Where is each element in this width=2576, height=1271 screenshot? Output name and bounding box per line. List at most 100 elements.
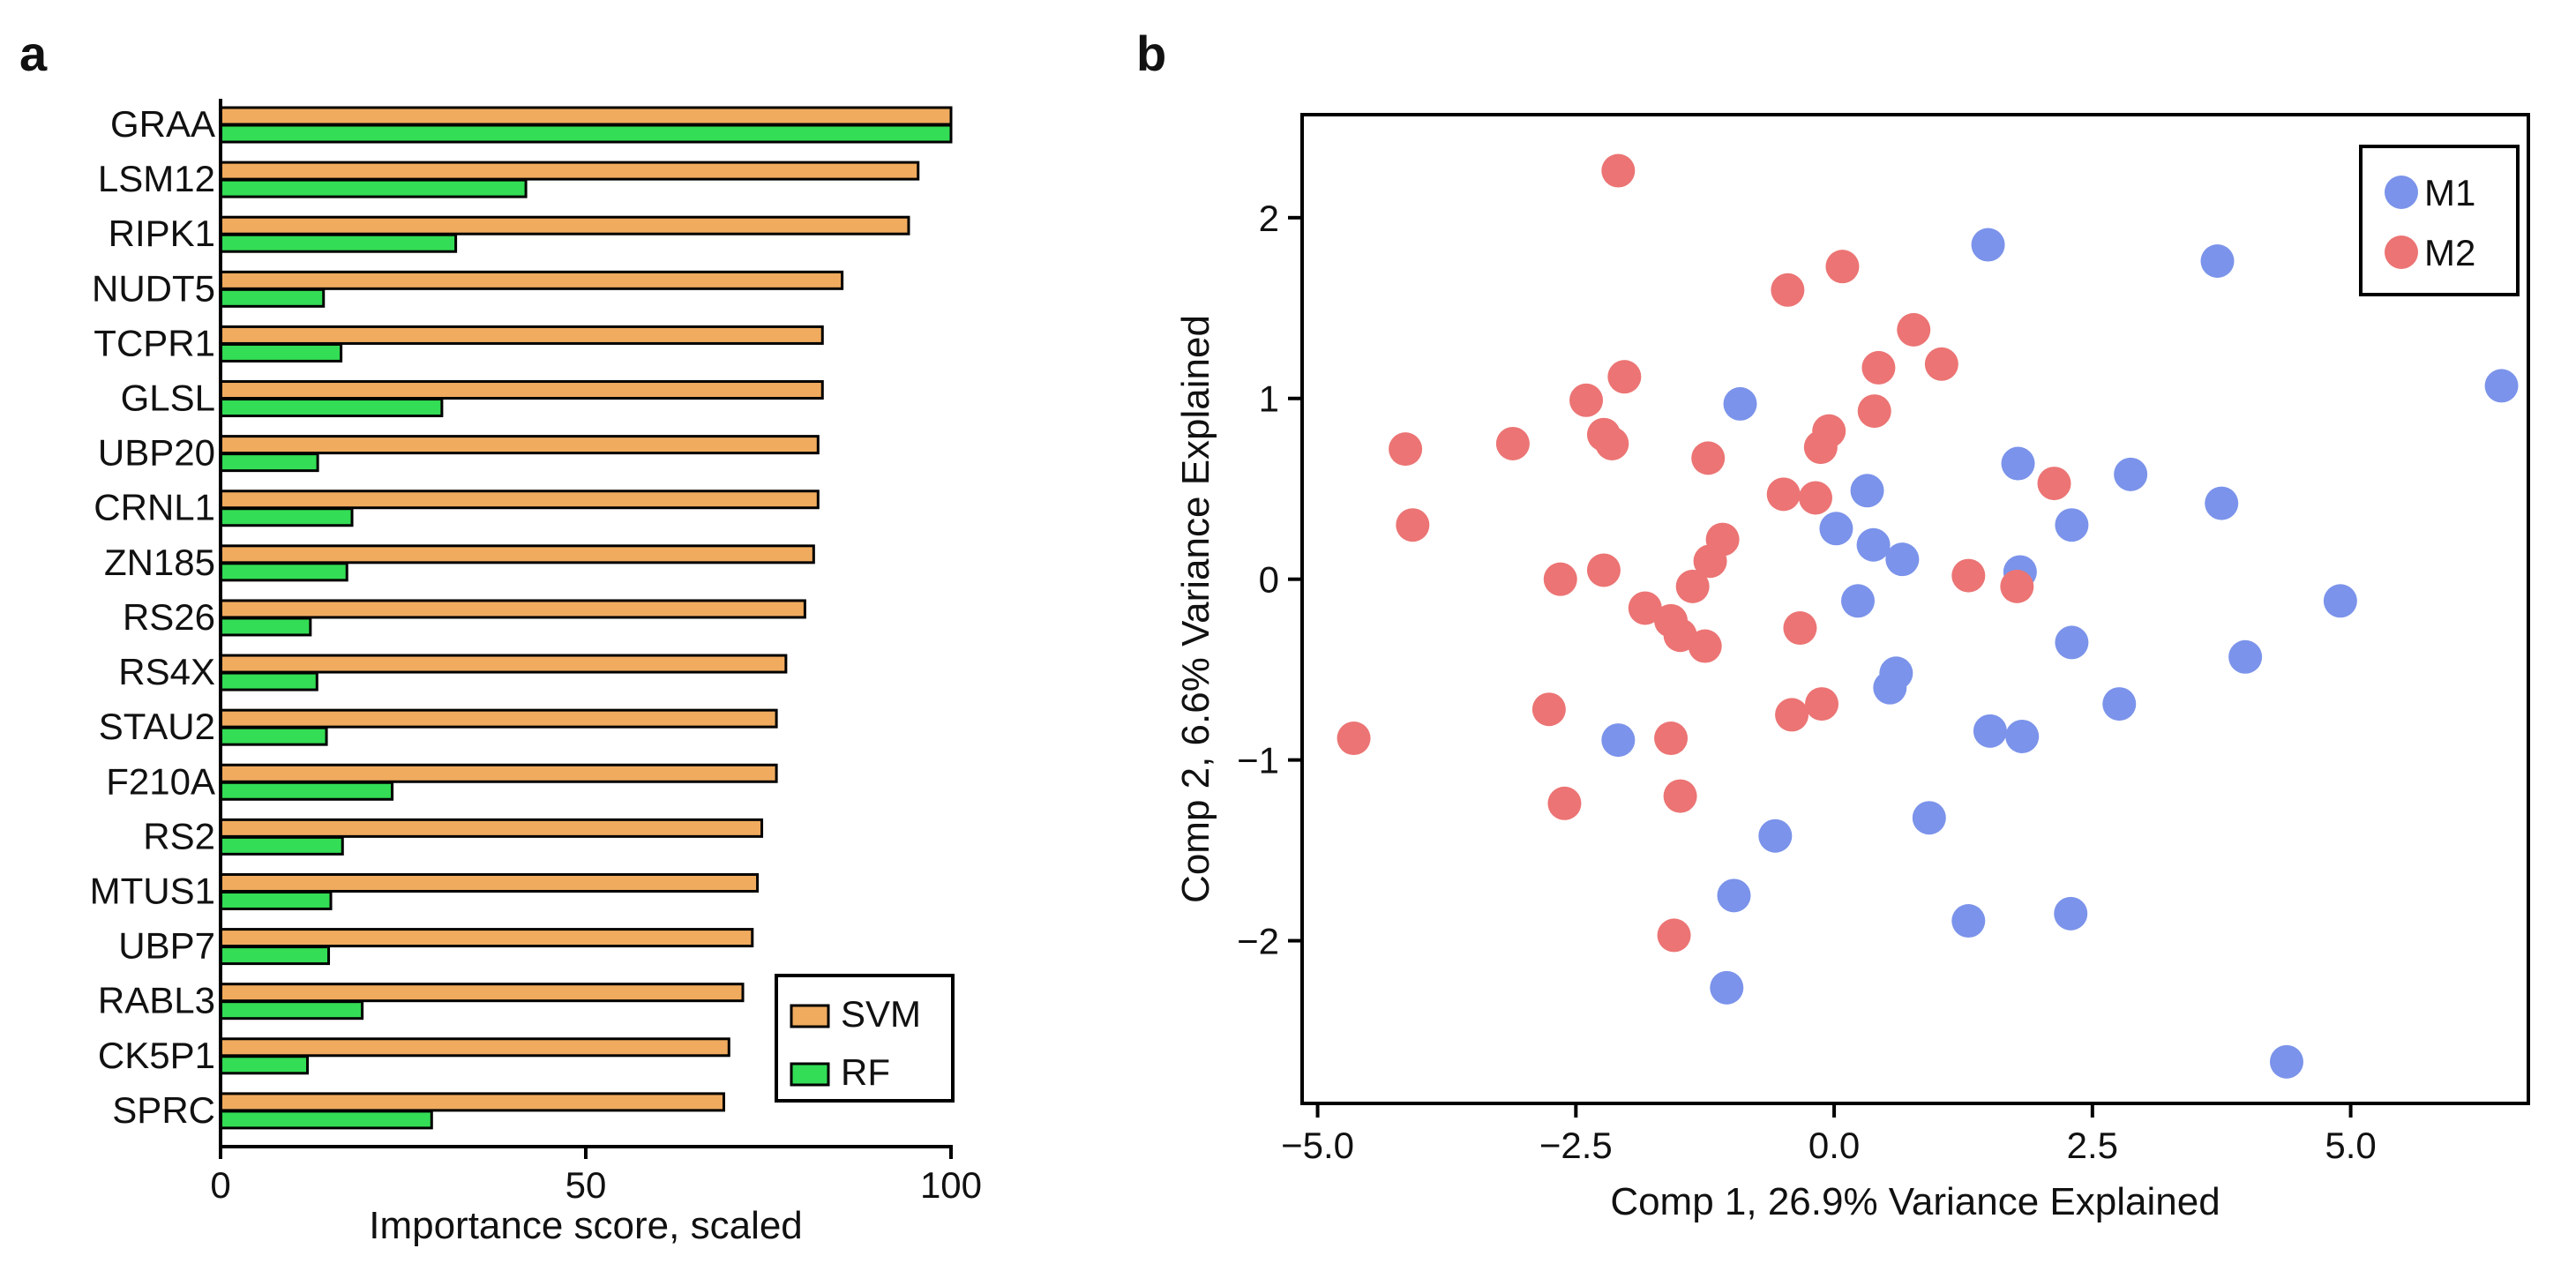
x-tick-label: 50 [565, 1164, 607, 1206]
x-axis-ticks: 0 50 100 [210, 1147, 982, 1206]
svm-bar [219, 106, 953, 126]
m2-point [1569, 383, 1604, 417]
category-label: RS26 [123, 596, 215, 638]
m1-point [1856, 527, 1891, 562]
category-label: MTUS1 [90, 870, 215, 911]
legend-box [2359, 145, 2520, 296]
rf-bar [219, 342, 343, 363]
svm-bar [219, 818, 764, 838]
category-label: RABL3 [98, 980, 215, 1021]
x-tick-label: 5.0 [2325, 1125, 2376, 1166]
svm-bar [219, 435, 820, 455]
m2-point [1595, 426, 1629, 460]
bar-chart-panel: GRAA LSM12 RIPK1 NUDT5 TCPR1 GLSL UBP20 CRNL1 ZN… [90, 99, 982, 1247]
x-axis-ticks: −5.0 −2.5 0.0 2.5 5.0 [1281, 1103, 2377, 1166]
rf-bar [219, 671, 318, 692]
rf-bar [219, 398, 444, 418]
m2-point [1951, 558, 1986, 593]
scatter-points [1337, 153, 2519, 1079]
m2-point [1628, 591, 1662, 625]
rf-bar [219, 617, 312, 637]
m2-point [1924, 347, 1958, 381]
x-tick-label: 2.5 [2067, 1125, 2118, 1166]
category-label: GRAA [110, 103, 215, 145]
m2-point [2000, 569, 2034, 603]
svm-bar [219, 325, 824, 345]
m1-point [2102, 687, 2137, 721]
y-axis-ticks: 2 1 0 −1 −2 [1237, 198, 1302, 962]
legend-label-svm: SVM [841, 993, 921, 1035]
x-axis-label: Comp 1, 26.9% Variance Explained [1610, 1180, 2220, 1223]
m1-point [2005, 719, 2040, 753]
category-label: UBP7 [118, 925, 215, 967]
rf-bar [219, 507, 354, 527]
m1-point [2054, 896, 2088, 931]
svm-bar [219, 763, 778, 783]
legend-marker-m2 [2385, 236, 2418, 269]
m1-point [1850, 474, 1884, 508]
plot-frame [1300, 113, 2530, 1105]
m2-point [1805, 687, 1839, 721]
rf-bar [219, 233, 458, 253]
m2-point [1547, 786, 1582, 820]
category-label: STAU2 [99, 706, 215, 747]
m2-point [1601, 153, 1636, 188]
m1-point [1717, 878, 1751, 913]
y-tick-label: −1 [1237, 740, 1279, 781]
category-label: UBP20 [98, 432, 215, 474]
m2-point [1663, 779, 1697, 813]
svm-bar [219, 490, 820, 510]
svm-bar [219, 708, 778, 729]
svm-bar [219, 270, 844, 290]
m1-point [1601, 723, 1636, 758]
rf-bar [219, 726, 328, 746]
m1-point [2228, 639, 2263, 674]
svm-bar [219, 544, 815, 564]
legend-label-m2: M2 [2424, 232, 2475, 273]
rf-bar [219, 1000, 364, 1021]
category-label: LSM12 [98, 158, 215, 199]
m2-point [1771, 273, 1805, 307]
scatter-chart-panel: −5.0 −2.5 0.0 2.5 5.0 2 1 0 −1 −2 Comp 1, 26.9% … [1174, 113, 2530, 1223]
category-label: RS4X [118, 651, 215, 692]
m1-point [2323, 584, 2357, 618]
rf-bar [219, 178, 528, 198]
svm-bar [219, 599, 806, 619]
m2-point [1495, 426, 1530, 460]
m2-point [1657, 918, 1691, 953]
m2-point [1825, 250, 1860, 284]
m2-point [1531, 692, 1566, 727]
m1-point [2055, 508, 2089, 542]
m1-point [1710, 970, 1744, 1005]
m2-point [1586, 553, 1621, 587]
m2-point [1688, 629, 1722, 663]
m1-point [1973, 714, 2007, 748]
svm-bar [219, 215, 910, 236]
legend-label-rf: RF [841, 1051, 890, 1093]
legend-marker-m1 [2385, 176, 2418, 209]
y-tick-label: 2 [1259, 198, 1279, 239]
category-label: NUDT5 [92, 267, 215, 309]
m2-point [1654, 721, 1689, 756]
category-label: CK5P1 [98, 1035, 215, 1076]
m1-point [2484, 369, 2519, 403]
bar-chart-legend: SVM RF [775, 974, 955, 1103]
m1-point [2055, 625, 2089, 660]
category-label: TCPR1 [94, 322, 215, 363]
x-tick-label: −5.0 [1281, 1125, 1354, 1166]
m1-point [2200, 243, 2235, 278]
m1-point [1758, 819, 1793, 853]
m2-point [1803, 430, 1838, 465]
m2-point [2037, 467, 2071, 501]
svm-bar [219, 872, 760, 893]
x-tick-label: 0.0 [1808, 1125, 1860, 1166]
category-labels: GRAA LSM12 RIPK1 NUDT5 TCPR1 GLSL UBP20 CRNL1 ZN… [90, 103, 215, 1131]
m2-point [1857, 394, 1891, 429]
legend-swatch-rf [790, 1062, 830, 1087]
m2-point [1798, 481, 1832, 515]
m2-point [1675, 569, 1710, 603]
x-tick-label: 0 [210, 1164, 230, 1206]
category-label: RIPK1 [109, 213, 215, 254]
y-tick-label: 0 [1259, 559, 1279, 601]
